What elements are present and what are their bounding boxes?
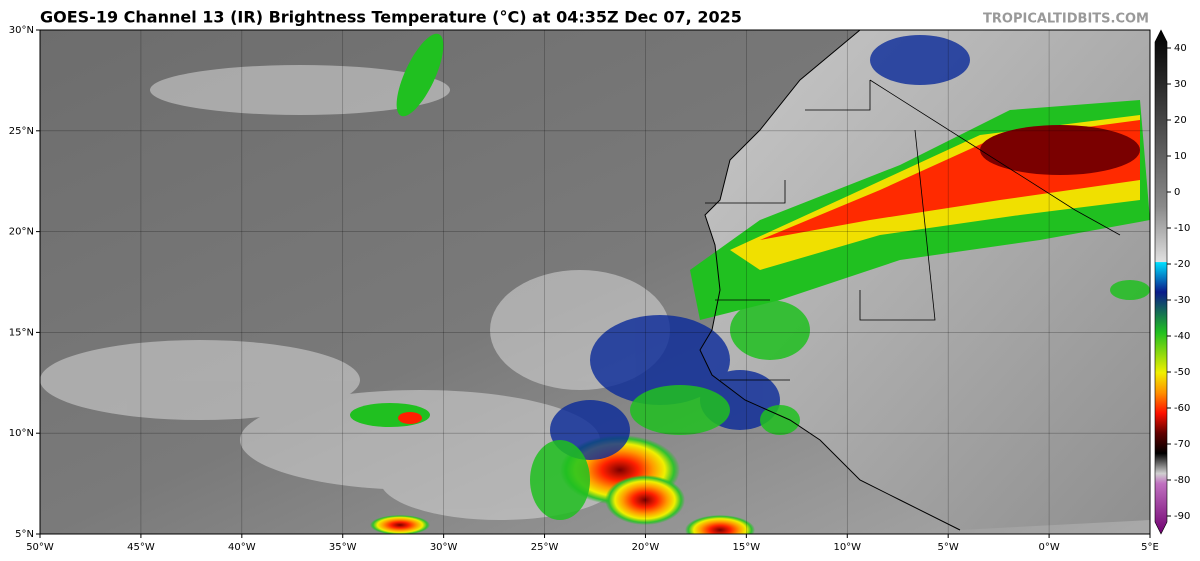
lon-label: 15°W <box>733 542 761 553</box>
lon-label: 5°W <box>938 542 959 553</box>
lon-label: 50°W <box>26 542 54 553</box>
convective-cells <box>530 280 1150 520</box>
colorbar-tick-label: -20 <box>1174 259 1190 270</box>
lat-label: 25°N <box>9 126 34 137</box>
convection <box>350 33 1150 534</box>
colorbar-tick-label: 40 <box>1174 43 1187 54</box>
colorbar-tick-label: -70 <box>1174 439 1190 450</box>
map-title: GOES-19 Channel 13 (IR) Brightness Tempe… <box>40 8 742 27</box>
lat-label: 30°N <box>9 25 34 36</box>
colorbar-tick-label: 20 <box>1174 115 1187 126</box>
lat-label: 20°N <box>9 227 34 238</box>
colorbar-tick-label: -40 <box>1174 331 1190 342</box>
lon-label: 10°W <box>833 542 861 553</box>
coastline <box>699 30 961 531</box>
imagery <box>40 30 1150 534</box>
colorbar-tick-label: -90 <box>1174 511 1190 522</box>
lat-label: 5°N <box>15 529 34 540</box>
colorbar-tick-label: -60 <box>1174 403 1190 414</box>
colorbar-tick-label: -80 <box>1174 475 1190 486</box>
graticule <box>40 30 1150 534</box>
borders <box>705 79 1121 381</box>
lon-label: 5°E <box>1141 542 1159 553</box>
colorbar-tick-label: 30 <box>1174 79 1187 90</box>
colorbar-tick-label: -30 <box>1174 295 1190 306</box>
colorbar-tick-label: 10 <box>1174 151 1187 162</box>
lon-label: 30°W <box>430 542 458 553</box>
credit: TROPICALTIDBITS.COM <box>983 12 1149 27</box>
lon-label: 20°W <box>632 542 660 553</box>
lat-label: 15°N <box>9 327 34 338</box>
map-frame <box>39 29 1151 535</box>
colorbar-tick-label: 0 <box>1174 187 1180 198</box>
lat-label: 10°N <box>9 428 34 439</box>
colorbar-tick-label: -50 <box>1174 367 1190 378</box>
colorbar-tick-label: -10 <box>1174 223 1190 234</box>
lon-label: 35°W <box>329 542 357 553</box>
cold-tops <box>550 35 970 460</box>
lon-label: 40°W <box>228 542 256 553</box>
lon-label: 25°W <box>531 542 559 553</box>
lon-label: 45°W <box>127 542 155 553</box>
lon-label: 0°W <box>1038 542 1059 553</box>
colorbar <box>1154 29 1168 535</box>
